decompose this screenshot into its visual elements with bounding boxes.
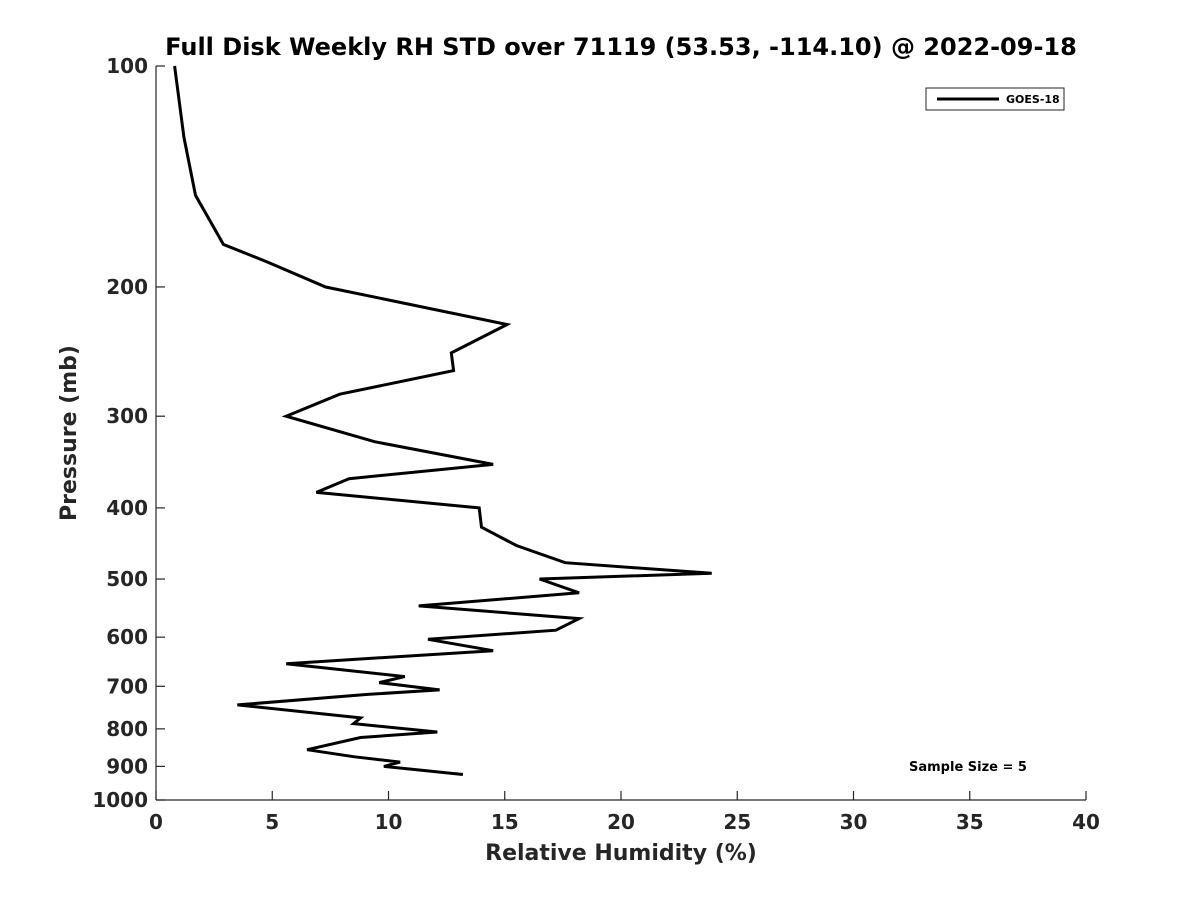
x-tick-label: 40 <box>1072 810 1100 834</box>
series-line-goes-18 <box>173 65 712 776</box>
y-tick-label: 500 <box>106 567 148 591</box>
x-tick-label: 20 <box>607 810 635 834</box>
y-tick-label: 200 <box>106 275 148 299</box>
y-tick-label: 300 <box>106 404 148 428</box>
y-tick-label: 100 <box>106 54 148 78</box>
series-group <box>173 65 712 776</box>
y-tick-label: 600 <box>106 625 148 649</box>
y-axis-label: Pressure (mb) <box>57 345 82 521</box>
x-ticks: 0 5 10 15 20 25 30 35 40 <box>149 791 1100 834</box>
chart-title: Full Disk Weekly RH STD over 71119 (53.5… <box>165 33 1077 61</box>
legend: GOES-18 <box>925 87 1065 111</box>
y-tick-label: 900 <box>106 754 148 778</box>
x-axis-label: Relative Humidity (%) <box>485 841 757 866</box>
y-tick-label: 1000 <box>92 788 148 812</box>
y-tick-label: 700 <box>106 674 148 698</box>
legend-label-goes-18: GOES-18 <box>1006 93 1060 106</box>
axes <box>155 66 1086 801</box>
x-tick-label: 0 <box>149 810 163 834</box>
x-tick-label: 30 <box>840 810 868 834</box>
sample-size-annotation: Sample Size = 5 <box>909 760 1027 775</box>
y-tick-label: 800 <box>106 717 148 741</box>
x-tick-label: 25 <box>723 810 751 834</box>
y-ticks: 100 200 300 400 500 600 700 800 900 1000 <box>92 54 165 812</box>
x-tick-label: 35 <box>956 810 984 834</box>
x-tick-label: 15 <box>491 810 519 834</box>
y-tick-label: 400 <box>106 496 148 520</box>
x-tick-label: 10 <box>375 810 403 834</box>
x-tick-label: 5 <box>265 810 279 834</box>
